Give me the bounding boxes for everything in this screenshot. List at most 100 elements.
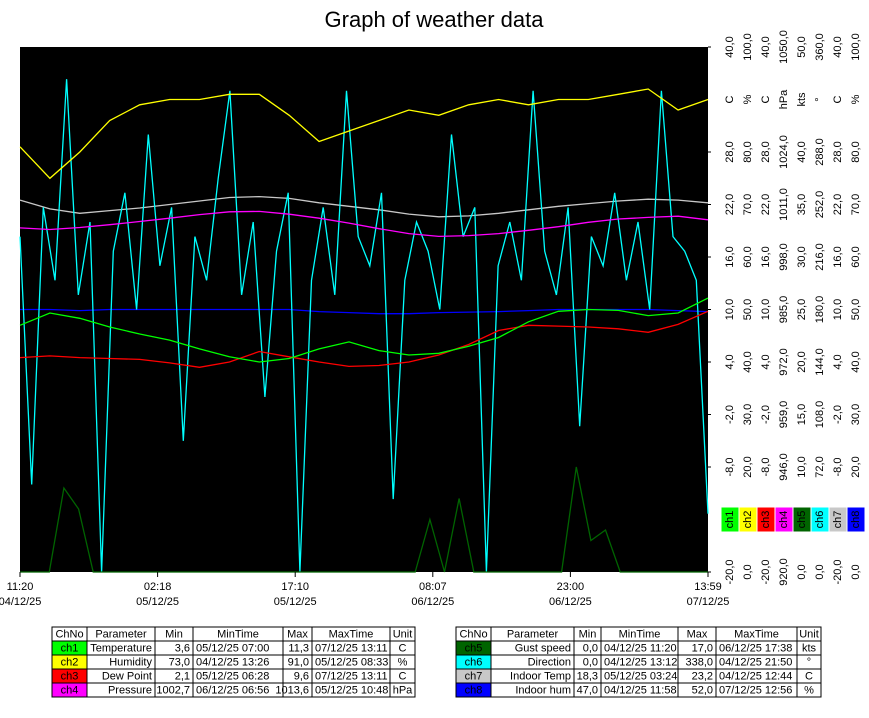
legend-swatch (847, 507, 865, 532)
series-line (19, 88, 709, 180)
y-tick-label: 100,0 (850, 33, 862, 61)
series-line (19, 79, 709, 573)
y-tick-label: 70,0 (850, 194, 862, 215)
table-text: 1013,6 (275, 684, 309, 696)
table-text: 07/12/25 12:56 (719, 684, 792, 696)
legend-swatch (793, 507, 811, 532)
y-tick-label: 60,0 (742, 246, 754, 267)
y-tick-label: 10,0 (760, 299, 772, 320)
legend-label: ch5 (796, 511, 808, 529)
x-tick-label: 08:07 (419, 581, 447, 593)
series-line (19, 310, 709, 368)
y-tick-label: 30,0 (850, 404, 862, 425)
y-tick-label: 0,0 (796, 564, 808, 579)
table-text: Direction (528, 656, 571, 668)
chart-title: Graph of weather data (325, 7, 545, 32)
table-text: C (399, 642, 407, 654)
table-header: ChNo (55, 628, 83, 640)
x-tick-label: 13:59 (694, 581, 722, 593)
table-text: 18,3 (577, 670, 598, 682)
axis-unit: ° (814, 97, 826, 101)
series-line (19, 210, 709, 238)
y-tick-label: 50,0 (796, 36, 808, 57)
y-tick-label: 0,0 (742, 564, 754, 579)
y-tick-label: 30,0 (796, 246, 808, 267)
legend-label: ch8 (850, 511, 862, 529)
y-tick-label: 35,0 (796, 194, 808, 215)
y-tick-label: 360,0 (814, 33, 826, 61)
legend-label: ch2 (742, 511, 754, 529)
y-tick-label: 180,0 (814, 296, 826, 324)
table-text: 338,0 (685, 656, 713, 668)
y-tick-label: 40,0 (724, 36, 736, 57)
table-text: 06/12/25 06:56 (196, 684, 269, 696)
y-tick-label: 40,0 (850, 351, 862, 372)
table-header: Max (287, 628, 308, 640)
axis-unit: % (850, 94, 862, 104)
table-text: 07/12/25 13:11 (315, 642, 388, 654)
series-line (19, 195, 709, 218)
y-tick-label: 4,0 (760, 354, 772, 369)
table-text: Temperature (90, 642, 152, 654)
table-text: ° (807, 656, 811, 668)
x-tick-label: 05/12/25 (136, 596, 179, 608)
y-tick-label: 40,0 (796, 141, 808, 162)
x-tick-label: 06/12/25 (411, 596, 454, 608)
series-line (19, 297, 709, 363)
y-tick-label: 50,0 (742, 299, 754, 320)
table-header: MinTime (619, 628, 661, 640)
y-tick-label: 1011,0 (778, 188, 790, 221)
axis-unit: C (760, 95, 772, 103)
y-tick-label: 28,0 (832, 141, 844, 162)
legend-swatch (739, 507, 757, 532)
y-tick-label: 30,0 (742, 404, 754, 425)
y-tick-label: 0,0 (814, 564, 826, 579)
x-tick-label: 04/12/25 (0, 596, 41, 608)
y-tick-label: 108,0 (814, 401, 826, 429)
y-tick-label: 28,0 (724, 141, 736, 162)
table-text: 2,1 (175, 670, 190, 682)
table-text: 1002,7 (156, 684, 190, 696)
legend-swatch (829, 507, 847, 532)
y-tick-label: 40,0 (742, 351, 754, 372)
table-text: 04/12/25 11:58 (604, 684, 677, 696)
y-tick-label: 920,0 (778, 558, 790, 586)
table-text: hPa (393, 684, 413, 696)
y-tick-label: 16,0 (760, 246, 772, 267)
table-text: ch6 (465, 656, 483, 668)
y-tick-label: 4,0 (724, 354, 736, 369)
table-text: Gust speed (515, 642, 571, 654)
table-cell (796, 682, 822, 698)
table-header: MinTime (217, 628, 259, 640)
table-text: 52,0 (692, 684, 713, 696)
table-text: 3,6 (175, 642, 190, 654)
table-text: 0,0 (583, 642, 598, 654)
table-text: 23,2 (692, 670, 713, 682)
legend-label: ch7 (832, 511, 844, 529)
table-text: 9,6 (294, 670, 309, 682)
y-tick-label: 20,0 (796, 351, 808, 372)
series-line (20, 466, 708, 573)
table-text: 04/12/25 21:50 (719, 656, 792, 668)
table-text: 04/12/25 12:44 (719, 670, 792, 682)
table-text: % (398, 656, 408, 668)
y-tick-label: 72,0 (814, 456, 826, 477)
axis-unit: % (742, 94, 754, 104)
y-tick-label: -2,0 (724, 405, 736, 424)
table-text: ch2 (61, 656, 79, 668)
x-tick-label: 17:10 (281, 581, 309, 593)
table-text: ch4 (61, 684, 79, 696)
y-tick-label: 22,0 (760, 194, 772, 215)
table-text: 0,0 (583, 656, 598, 668)
y-tick-label: 144,0 (814, 348, 826, 376)
table-header: Unit (393, 628, 413, 640)
axis-unit: kts (796, 92, 808, 107)
table-text: ch7 (465, 670, 483, 682)
y-tick-label: 4,0 (832, 354, 844, 369)
table-text: 04/12/25 13:12 (604, 656, 677, 668)
y-tick-label: -8,0 (832, 458, 844, 477)
y-tick-label: 10,0 (724, 299, 736, 320)
y-tick-label: 0,0 (850, 564, 862, 579)
y-tick-label: 972,0 (778, 348, 790, 376)
table-text: 73,0 (169, 656, 190, 668)
